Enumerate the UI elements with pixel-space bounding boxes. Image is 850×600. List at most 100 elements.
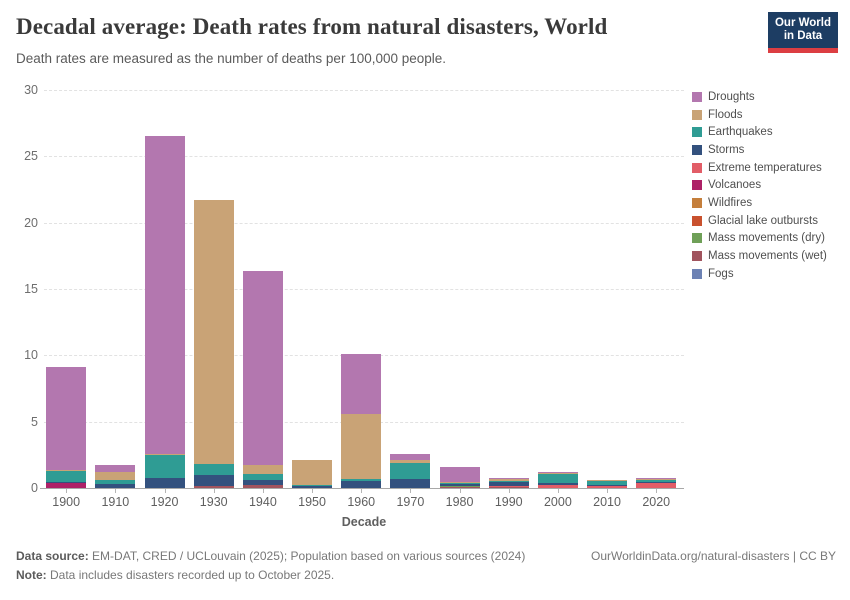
bar-segment-extreme-temperatures-2010[interactable] xyxy=(587,486,628,488)
bar-segment-earthquakes-2020[interactable] xyxy=(636,480,677,483)
legend-swatch xyxy=(692,91,702,102)
bar-segment-mass-movements-wet--1940[interactable] xyxy=(242,485,283,488)
bar-segment-storms-1910[interactable] xyxy=(95,484,136,488)
legend-item-wildfires[interactable]: Wildfires xyxy=(692,194,827,212)
x-axis-tick-label: 1940 xyxy=(248,495,277,509)
footer-link[interactable]: OurWorldinData.org/natural-disasters | C… xyxy=(591,549,836,563)
legend-item-mass-movements-dry-[interactable]: Mass movements (dry) xyxy=(692,230,827,248)
bar-segment-storms-2010[interactable] xyxy=(587,485,628,487)
bar-segment-storms-1950[interactable] xyxy=(292,486,333,488)
bar-segment-mass-movements-wet--1980[interactable] xyxy=(439,486,480,488)
x-axis-tick xyxy=(262,489,264,493)
bar-segment-storms-1960[interactable] xyxy=(341,480,382,488)
bar-segment-earthquakes-1910[interactable] xyxy=(95,479,136,484)
bar-segment-droughts-2000[interactable] xyxy=(537,472,578,474)
legend-label: Mass movements (dry) xyxy=(708,232,825,245)
bar-segment-floods-1900[interactable] xyxy=(46,470,87,472)
legend-item-floods[interactable]: Floods xyxy=(692,106,827,124)
bar-segment-storms-1940[interactable] xyxy=(242,479,283,486)
legend-swatch xyxy=(692,109,702,120)
bar-segment-mass-movements-wet--1930[interactable] xyxy=(193,486,234,488)
legend-label: Volcanoes xyxy=(708,179,762,192)
bar-segment-earthquakes-1980[interactable] xyxy=(439,482,480,484)
legend: Droughts Floods Earthquakes Storms Extreme t… xyxy=(692,88,827,283)
bar-segment-floods-1970[interactable] xyxy=(390,460,431,464)
y-axis-tick-label: 10 xyxy=(24,348,38,363)
bar-segment-extreme-temperatures-2020[interactable] xyxy=(636,483,677,488)
owid-logo[interactable]: Our World in Data xyxy=(768,12,838,53)
bar-segment-droughts-1960[interactable] xyxy=(341,354,382,414)
bar-segment-earthquakes-2000[interactable] xyxy=(537,474,578,484)
bar-segment-floods-2010[interactable] xyxy=(587,480,628,482)
bar-segment-floods-1940[interactable] xyxy=(242,464,283,474)
bar-segment-storms-1980[interactable] xyxy=(439,483,480,486)
x-axis-line xyxy=(40,488,684,489)
bar-segment-earthquakes-1950[interactable] xyxy=(292,485,333,487)
bar-segment-earthquakes-1960[interactable] xyxy=(341,478,382,481)
legend-item-fogs[interactable]: Fogs xyxy=(692,265,827,283)
legend-item-storms[interactable]: Storms xyxy=(692,141,827,159)
bar-segment-droughts-1910[interactable] xyxy=(95,465,136,473)
bar-segment-floods-1950[interactable] xyxy=(292,459,333,486)
legend-swatch xyxy=(692,180,702,191)
chart-title: Decadal average: Death rates from natura… xyxy=(16,14,608,39)
bar-segment-droughts-2020[interactable] xyxy=(636,478,677,480)
bar-segment-floods-1960[interactable] xyxy=(341,413,382,479)
bar-segment-floods-2020[interactable] xyxy=(636,479,677,481)
x-axis-tick xyxy=(66,489,68,493)
x-axis-tick xyxy=(312,489,314,493)
bar-segment-floods-1990[interactable] xyxy=(488,478,529,481)
bar-segment-storms-1970[interactable] xyxy=(390,479,431,488)
bar-segment-storms-1900[interactable] xyxy=(46,482,87,484)
bar-segment-droughts-1970[interactable] xyxy=(390,453,431,461)
x-axis-tick xyxy=(361,489,363,493)
bar-segment-storms-1990[interactable] xyxy=(488,482,529,486)
bar-segment-earthquakes-1930[interactable] xyxy=(193,464,234,475)
bar-segment-storms-2020[interactable] xyxy=(636,482,677,484)
bar-segment-droughts-1940[interactable] xyxy=(242,270,283,465)
legend-item-droughts[interactable]: Droughts xyxy=(692,88,827,106)
legend-swatch xyxy=(692,144,702,155)
bar-segment-floods-1980[interactable] xyxy=(439,481,480,483)
bar-segment-floods-1910[interactable] xyxy=(95,472,136,480)
bar-segment-droughts-1990[interactable] xyxy=(488,477,529,479)
legend-swatch xyxy=(692,215,702,226)
bar-segment-floods-1920[interactable] xyxy=(144,453,185,455)
x-axis-tick xyxy=(164,489,166,493)
legend-item-extreme-temperatures[interactable]: Extreme temperatures xyxy=(692,159,827,177)
x-axis-tick xyxy=(557,489,559,493)
x-axis-tick xyxy=(410,489,412,493)
bar-segment-storms-1930[interactable] xyxy=(193,474,234,486)
bar-segment-storms-2000[interactable] xyxy=(537,483,578,486)
bar-segment-earthquakes-1970[interactable] xyxy=(390,463,431,480)
bar-segment-volcanoes-1900[interactable] xyxy=(46,483,87,488)
footer-source-text: EM-DAT, CRED / UCLouvain (2025); Populat… xyxy=(88,549,526,563)
bar-segment-earthquakes-1900[interactable] xyxy=(46,471,87,483)
bar-segment-mass-movements-wet--1990[interactable] xyxy=(488,487,529,488)
bar-segment-earthquakes-1940[interactable] xyxy=(242,473,283,480)
gridline xyxy=(44,289,684,290)
bar-segment-droughts-1980[interactable] xyxy=(439,467,480,482)
bar-segment-floods-1930[interactable] xyxy=(193,200,234,465)
y-axis-tick-label: 25 xyxy=(24,149,38,164)
x-axis-tick xyxy=(115,489,117,493)
legend-item-volcanoes[interactable]: Volcanoes xyxy=(692,176,827,194)
x-axis-tick xyxy=(656,489,658,493)
x-axis-tick-label: 1990 xyxy=(494,495,523,509)
y-axis-tick-label: 20 xyxy=(24,215,38,230)
bar-segment-earthquakes-1990[interactable] xyxy=(488,480,529,482)
legend-item-glacial-lake-outbursts[interactable]: Glacial lake outbursts xyxy=(692,212,827,230)
bar-segment-storms-1920[interactable] xyxy=(144,478,185,488)
bar-segment-earthquakes-1920[interactable] xyxy=(144,454,185,479)
footer-note-label: Note: xyxy=(16,568,47,582)
bar-segment-earthquakes-2010[interactable] xyxy=(587,481,628,486)
bar-segment-floods-2000[interactable] xyxy=(537,473,578,475)
bar-segment-extreme-temperatures-1990[interactable] xyxy=(488,486,529,487)
bar-segment-mass-movements-dry--1980[interactable] xyxy=(439,485,480,487)
legend-label: Mass movements (wet) xyxy=(708,250,827,263)
bar-segment-extreme-temperatures-2000[interactable] xyxy=(537,485,578,488)
bar-segment-droughts-1920[interactable] xyxy=(144,136,185,454)
bar-segment-droughts-1900[interactable] xyxy=(46,366,87,471)
legend-item-earthquakes[interactable]: Earthquakes xyxy=(692,123,827,141)
legend-item-mass-movements-wet-[interactable]: Mass movements (wet) xyxy=(692,247,827,265)
